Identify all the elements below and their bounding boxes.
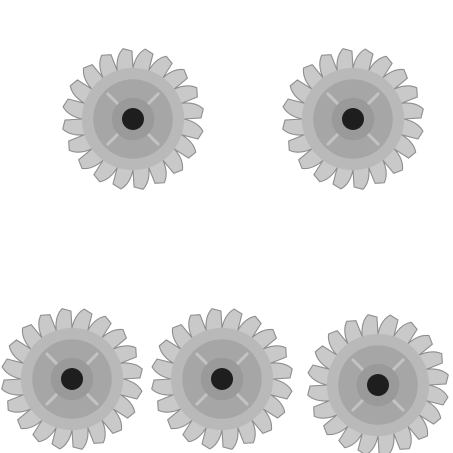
saw-blade-icon <box>307 314 449 453</box>
arbor-hole <box>61 368 83 390</box>
saw-blade-icon <box>62 48 204 190</box>
arbor-hole <box>211 368 233 390</box>
arbor-hole <box>122 108 144 130</box>
saw-blade-icon <box>282 48 424 190</box>
arbor-hole <box>342 108 364 130</box>
saw-blade-icon <box>1 308 143 450</box>
arbor-hole <box>367 374 389 396</box>
saw-blade-icon <box>151 308 293 450</box>
